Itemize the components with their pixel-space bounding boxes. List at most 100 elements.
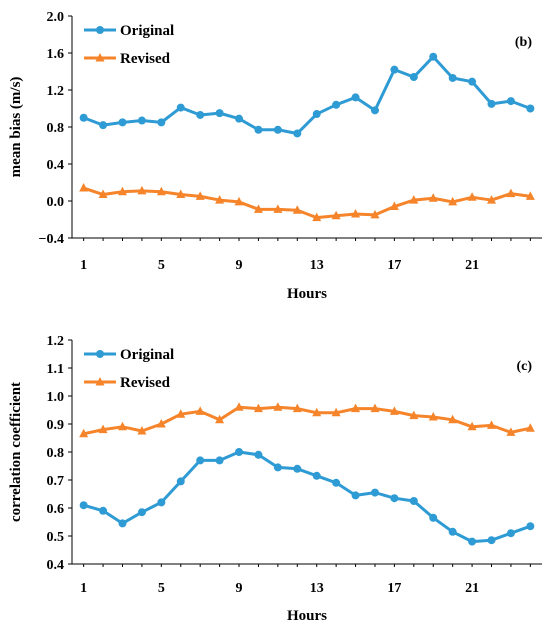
data-point-original [157,498,166,507]
data-point-revised [195,191,205,200]
data-point-revised [79,428,89,438]
data-point-revised [253,403,263,413]
y-tick-label: 0.8 [47,121,65,136]
data-point-original [215,456,224,465]
data-point-original [215,109,224,118]
chart-panel-b: −0.4 0.0 0.4 0.8 1.2 1.6 2.0 1 5 9 13 17 21 Hours mean… [8,10,542,302]
legend-marker [95,53,105,62]
data-point-original [293,129,302,138]
data-point-original [118,118,127,127]
data-point-revised [448,414,458,424]
data-point-original [254,450,263,459]
x-tick-label: 5 [158,581,165,596]
y-tick-label: 0.9 [47,418,65,433]
y-tick-label: 1.2 [47,334,65,349]
y-tick-label: 0.4 [47,558,65,573]
data-point-original [351,93,360,102]
data-point-original [370,488,379,497]
data-point-original [409,497,418,505]
y-tick-label: 1.6 [47,47,65,62]
x-axis-label: Hours [287,286,327,302]
panel-label: (c) [516,359,532,374]
chart-panel-c: 0.4 0.5 0.6 0.7 0.8 0.9 1.0 1.1 1.2 1 5 9 13 17 21 Hour… [8,334,542,624]
data-point-revised [195,406,205,415]
data-point-revised [370,403,380,413]
data-point-revised [428,412,438,421]
x-tick-label: 13 [310,258,324,273]
x-tick-label: 21 [465,258,479,273]
data-point-revised [525,423,535,432]
data-point-revised [312,212,322,222]
data-point-revised [428,193,438,202]
data-point-original [137,508,146,517]
data-point-original [196,110,205,119]
data-point-original [506,529,515,538]
data-point-revised [467,192,477,201]
data-point-original [254,125,263,134]
data-point-revised [331,210,341,220]
data-point-revised [331,407,341,417]
data-point-original [429,513,438,522]
data-point-revised [273,402,283,411]
x-tick-label: 17 [387,258,401,273]
y-tick-label: 0.6 [47,502,65,517]
x-tick-label: 9 [236,258,243,273]
data-point-revised [234,402,244,411]
data-point-revised [487,420,497,429]
data-point-original [390,65,399,74]
data-point-original [351,491,360,500]
data-point-revised [525,191,535,200]
data-point-original [79,501,88,510]
data-point-revised [506,427,516,436]
data-point-revised [351,403,361,413]
data-point-original [390,494,399,503]
data-point-original [332,100,341,109]
data-point-revised [137,426,147,435]
data-point-original [409,73,418,82]
data-point-original [273,463,282,472]
data-point-original [118,519,127,528]
data-point-revised [79,183,89,192]
y-axis-label: correlation coefficient [8,382,24,522]
data-point-revised [506,188,516,198]
panel-label: (b) [515,35,532,50]
x-tick-label: 13 [310,581,324,596]
data-point-revised [487,195,497,204]
y-tick-label: 1.2 [47,84,65,99]
data-point-original [526,104,535,113]
data-point-original [468,537,477,546]
data-point-original [487,536,496,545]
data-point-original [448,73,457,82]
data-point-revised [292,205,302,214]
series-line-revised [83,405,531,436]
data-point-original [79,113,88,122]
data-point-revised [467,421,477,431]
data-point-revised [273,204,283,213]
data-point-revised [117,421,127,431]
y-tick-label: 0.8 [47,446,65,461]
data-point-original [235,114,244,123]
data-point-original [468,77,477,86]
data-point-original [235,448,244,456]
data-point-original [176,477,185,486]
data-point-revised [253,204,263,213]
y-tick-label: 0.4 [47,158,65,173]
data-point-revised [215,414,225,424]
x-tick-label: 1 [80,581,87,596]
data-point-original [332,478,341,487]
data-point-revised [176,409,186,418]
legend-label-original: Original [120,347,174,363]
series-line-revised [83,186,531,220]
data-point-original [506,97,515,106]
data-point-original [429,52,438,61]
legend-label-original: Original [120,23,174,39]
data-point-revised [389,201,399,211]
y-axis-label: mean bias (m/s) [8,77,24,178]
data-point-revised [156,186,166,196]
data-point-revised [215,195,225,204]
y-tick-label: 1.0 [47,390,65,405]
data-point-revised [137,185,147,195]
series-line-original [83,450,531,544]
data-point-original [157,118,166,127]
